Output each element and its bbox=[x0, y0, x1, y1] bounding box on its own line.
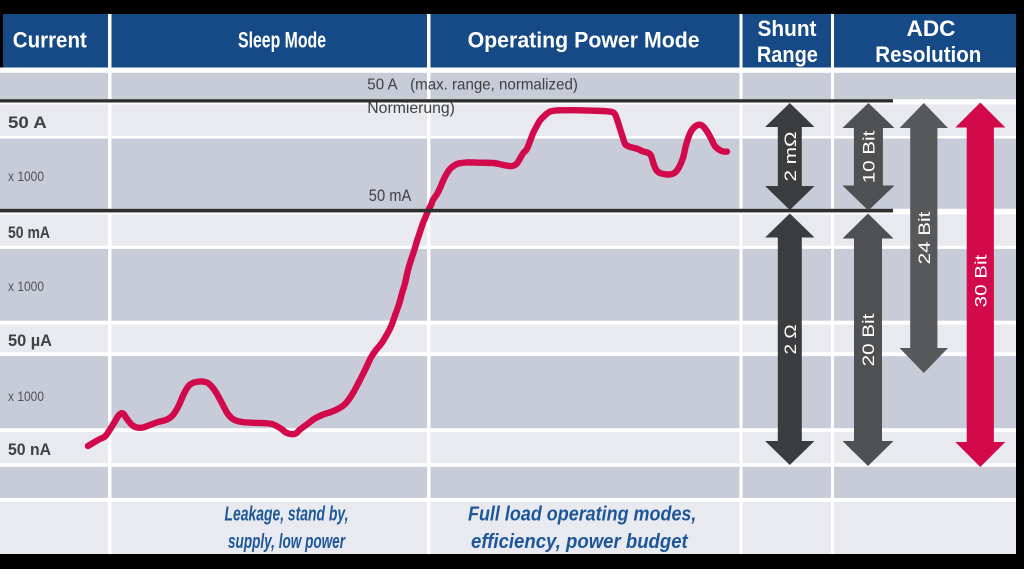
svg-text:Full load operating modes,: Full load operating modes, bbox=[468, 504, 696, 526]
svg-text:50 mA: 50 mA bbox=[8, 223, 50, 242]
svg-text:Current: Current bbox=[13, 27, 88, 52]
svg-text:x 1000: x 1000 bbox=[8, 168, 44, 184]
svg-text:ADC: ADC bbox=[907, 16, 956, 41]
svg-text:Resolution: Resolution bbox=[875, 42, 981, 67]
svg-text:x 1000: x 1000 bbox=[8, 278, 44, 294]
svg-text:Operating Power Mode: Operating Power Mode bbox=[468, 27, 700, 52]
svg-text:Leakage, stand by,: Leakage, stand by, bbox=[225, 504, 349, 526]
svg-text:30 Bit: 30 Bit bbox=[971, 254, 990, 307]
svg-text:10 Bit: 10 Bit bbox=[860, 130, 879, 183]
svg-text:50 A: 50 A bbox=[8, 113, 47, 132]
svg-text:2 mΩ: 2 mΩ bbox=[781, 132, 800, 182]
svg-text:supply, low power: supply, low power bbox=[228, 531, 346, 553]
svg-text:Range: Range bbox=[757, 42, 818, 67]
svg-text:50 nA: 50 nA bbox=[8, 440, 51, 459]
svg-text:2 Ω: 2 Ω bbox=[781, 325, 800, 355]
svg-text:efficiency, power budget: efficiency, power budget bbox=[471, 531, 689, 553]
svg-text:50 mA: 50 mA bbox=[369, 186, 412, 205]
svg-text:20 Bit: 20 Bit bbox=[859, 313, 878, 366]
svg-text:50 A (max. range, normalized: 50 A (max. range, normalized) bbox=[367, 77, 578, 94]
svg-text:50 µA: 50 µA bbox=[8, 331, 52, 350]
svg-text:x 1000: x 1000 bbox=[8, 388, 44, 404]
svg-text:Shunt: Shunt bbox=[758, 16, 818, 41]
svg-text:Sleep Mode: Sleep Mode bbox=[238, 27, 326, 52]
svg-text:24 Bit: 24 Bit bbox=[915, 211, 934, 264]
svg-text:Normierung): Normierung) bbox=[367, 100, 455, 117]
